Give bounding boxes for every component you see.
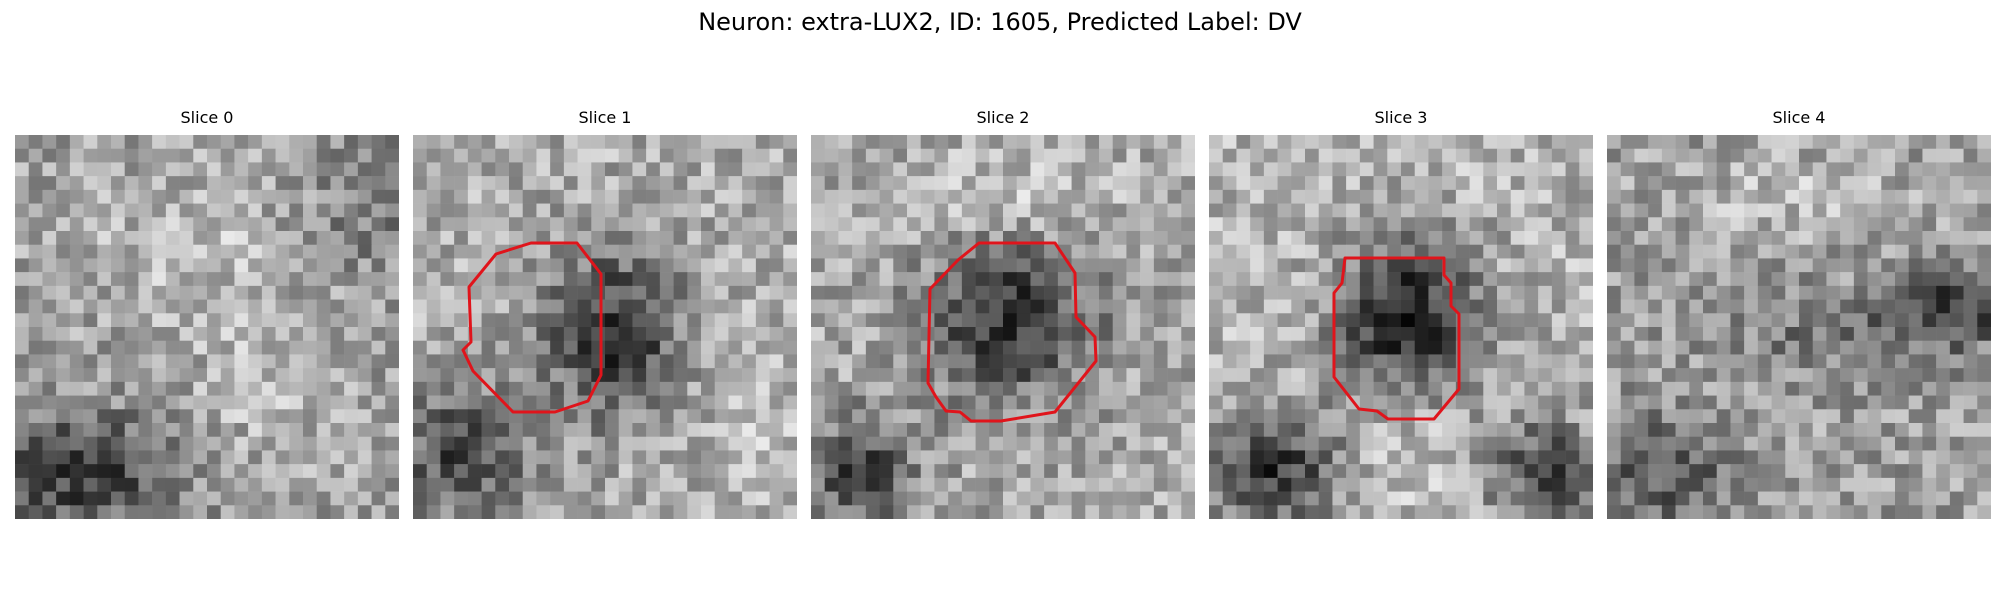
roi-contour	[926, 241, 1098, 423]
slice-panel-3: Slice 3	[1209, 108, 1593, 519]
slice-pixels	[413, 135, 797, 519]
slice-panel-1: Slice 1	[413, 108, 797, 519]
slice-panel-0: Slice 0	[15, 108, 399, 519]
roi-contour	[1332, 256, 1461, 421]
figure-title: Neuron: extra-LUX2, ID: 1605, Predicted …	[698, 8, 1302, 36]
slice-title: Slice 4	[1772, 108, 1826, 127]
slice-pixels	[1209, 135, 1593, 519]
slice-image	[1607, 135, 1991, 519]
slice-image	[811, 135, 1195, 519]
slice-title: Slice 1	[578, 108, 632, 127]
slice-panel-2: Slice 2	[811, 108, 1195, 519]
slice-image	[1209, 135, 1593, 519]
slice-pixels	[1607, 135, 1991, 519]
slice-image	[15, 135, 399, 519]
slice-image	[413, 135, 797, 519]
roi-contour	[461, 241, 603, 414]
slice-title: Slice 0	[180, 108, 234, 127]
slice-title: Slice 3	[1374, 108, 1428, 127]
slice-panel-4: Slice 4	[1607, 108, 1991, 519]
slice-pixels	[15, 135, 399, 519]
slice-title: Slice 2	[976, 108, 1030, 127]
slice-pixels	[811, 135, 1195, 519]
